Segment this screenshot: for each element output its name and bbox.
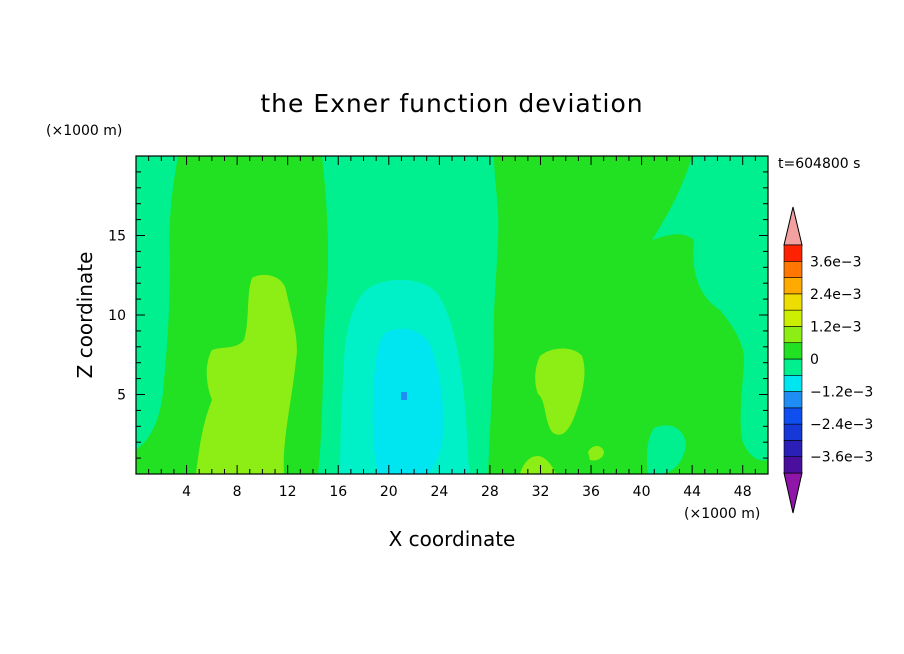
colorbar-segment [783,407,803,425]
colorbar-segment [783,309,803,327]
y-tick-labels: 5 10 15 [108,229,126,404]
x-tick-label: 36 [582,484,600,500]
time-label: t=604800 s [778,156,860,172]
x-tick-label: 48 [734,484,752,500]
colorbar: −3.6e−3 −2.4e−3 −1.2e−3 0 1.2e−3 2.4e−3 3.6e−3 [783,206,873,514]
x-tick-label: 28 [481,484,499,500]
colorbar-segment [783,342,803,360]
contour-region-positive-mid-left [196,274,297,474]
colorbar-under-triangle [783,472,803,514]
plot-frame [135,155,769,475]
colorbar-segment [783,391,803,409]
colorbar-segment [783,423,803,441]
contour-region-positive-mid-right [535,348,585,435]
x-tick-labels: 4 8 12 16 20 24 28 32 36 40 44 48 [182,484,752,500]
colorbar-label: −2.4e−3 [810,417,873,433]
colorbar-label: −1.2e−3 [810,385,873,401]
contour-region-negative-2 [372,328,444,474]
contour-region-negative-right [646,425,686,474]
colorbar-segment [783,358,803,376]
colorbar-label: 2.4e−3 [810,287,862,303]
x-axis-label: X coordinate [389,527,516,551]
colorbar-label: −3.6e−3 [810,450,873,466]
x-tick-label: 4 [182,484,191,500]
y-axis-label: Z coordinate [73,252,97,379]
contour-region-negative-3 [401,392,407,400]
axis-ticks [136,156,768,474]
y-unit-label: (×1000 m) [46,123,122,139]
y-tick-label: 15 [108,229,126,245]
colorbar-segment [783,260,803,278]
contour-region-positive-bottom-b [588,446,604,461]
x-tick-label: 20 [380,484,398,500]
colorbar-label: 0 [810,352,819,368]
colorbar-segment [783,456,803,474]
contour-field [136,156,768,474]
x-tick-label: 24 [430,484,448,500]
chart-title: the Exner function deviation [260,89,643,118]
colorbar-segment [783,440,803,458]
x-tick-label: 12 [279,484,297,500]
contour-region-positive-bottom-a [520,455,556,474]
contour-region-positive-dot [226,428,238,442]
x-tick-label: 8 [233,484,242,500]
x-unit-label: (×1000 m) [684,506,760,522]
colorbar-segment [783,293,803,311]
colorbar-segment [783,277,803,295]
colorbar-segment [783,374,803,392]
colorbar-segment [783,326,803,344]
colorbar-segment [783,244,803,262]
y-tick-label: 5 [117,388,126,404]
x-tick-label: 32 [532,484,550,500]
colorbar-over-triangle [783,206,803,246]
x-tick-label: 16 [329,484,347,500]
x-tick-label: 40 [633,484,651,500]
colorbar-label: 3.6e−3 [810,254,862,270]
x-tick-label: 44 [683,484,701,500]
y-tick-label: 10 [108,308,126,324]
colorbar-label: 1.2e−3 [810,319,862,335]
